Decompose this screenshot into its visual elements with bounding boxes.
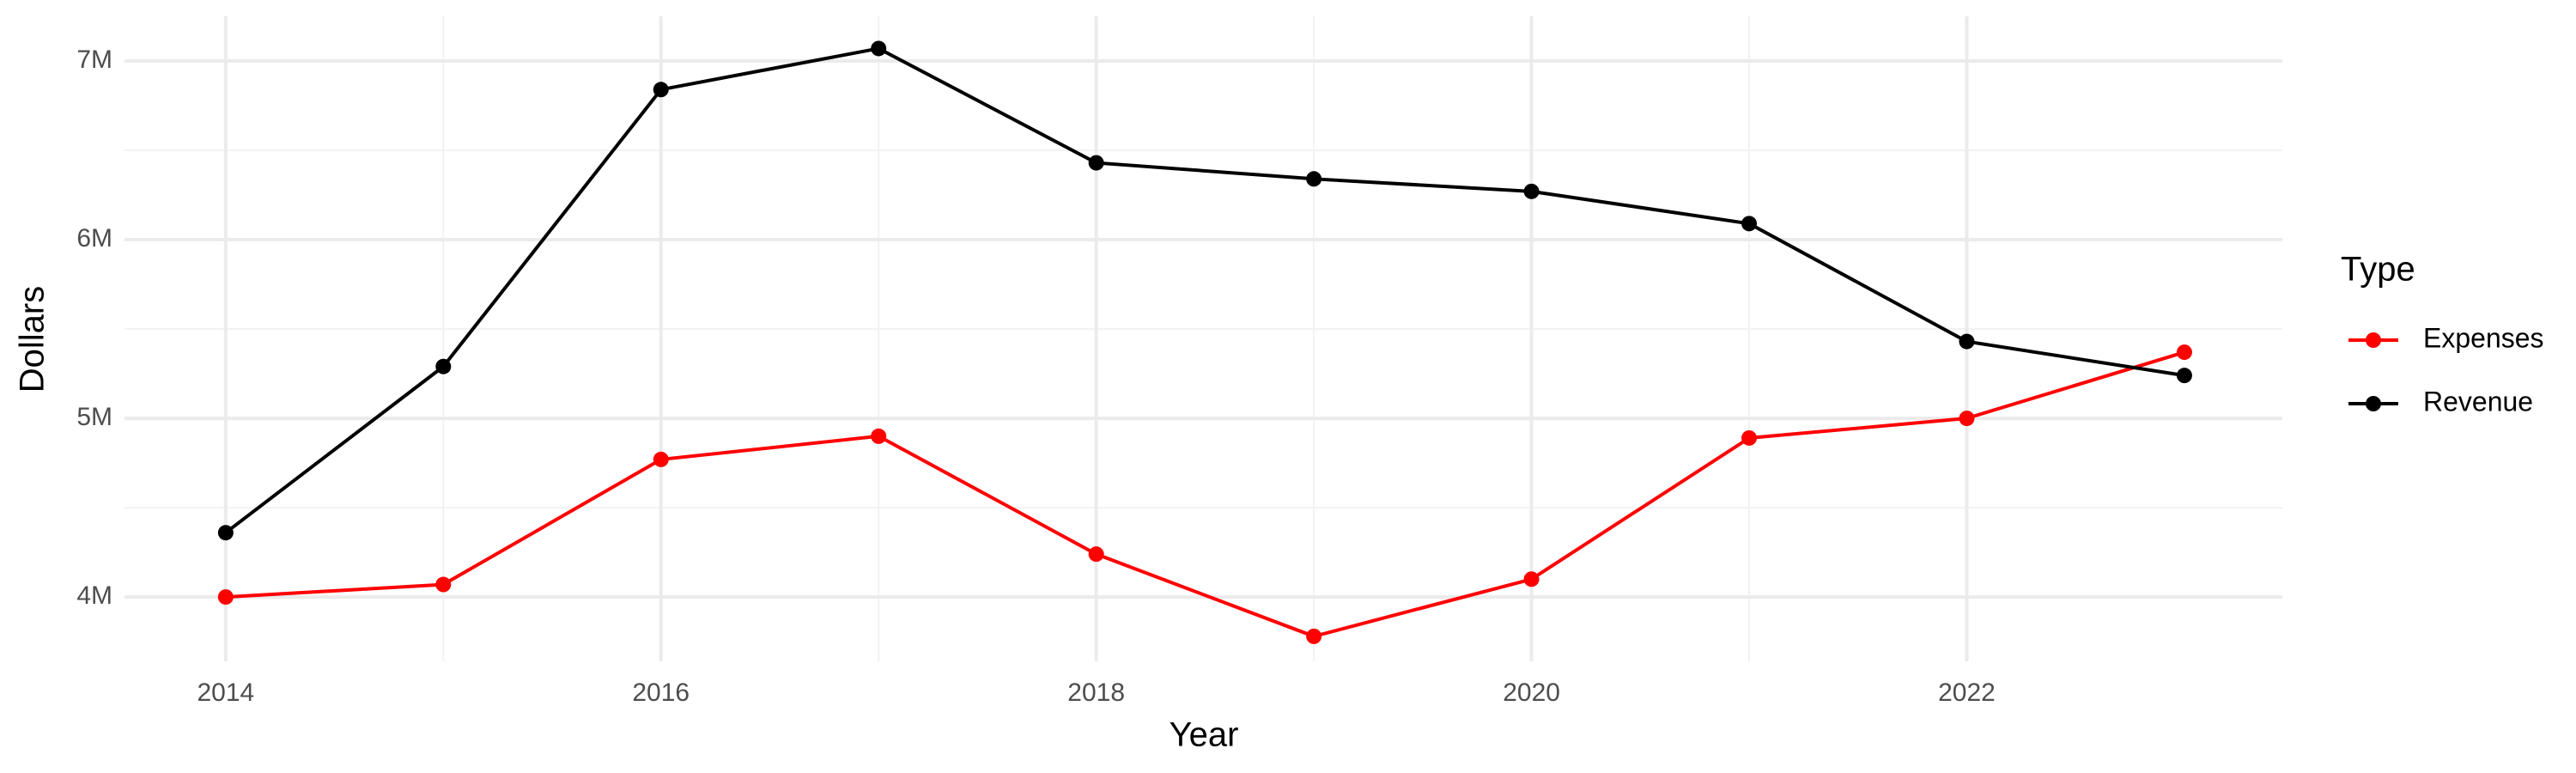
y-tick-label: 6M — [76, 224, 112, 253]
x-tick-label: 2016 — [632, 679, 690, 707]
data-point — [871, 40, 887, 57]
data-point — [1523, 183, 1540, 199]
grid — [125, 16, 2282, 661]
y-tick-label: 4M — [76, 581, 112, 610]
data-point — [1741, 216, 1758, 232]
legend-label: Revenue — [2423, 386, 2533, 417]
data-point — [1306, 171, 1322, 187]
legend-point — [2366, 332, 2381, 348]
y-axis-title: Dollars — [14, 286, 52, 393]
legend-label: Expenses — [2423, 322, 2544, 353]
x-axis-title: Year — [1170, 716, 1239, 754]
x-tick-label: 2020 — [1503, 679, 1560, 707]
data-point — [653, 82, 669, 98]
data-point — [2176, 344, 2192, 361]
data-point — [2176, 368, 2192, 384]
legend-point — [2366, 396, 2381, 411]
y-tick-label: 7M — [76, 46, 112, 74]
data-point — [1088, 546, 1104, 563]
data-point — [1088, 155, 1104, 171]
legend: Expenses Revenue — [2348, 322, 2544, 417]
data-point — [435, 576, 452, 593]
data-point — [1959, 333, 1975, 350]
data-point — [435, 358, 452, 374]
series-line — [225, 350, 2185, 638]
data-point — [1959, 411, 1975, 427]
data-point — [1523, 571, 1540, 587]
x-tick-label: 2014 — [197, 679, 254, 707]
series-line — [224, 46, 2185, 534]
plot-area — [217, 40, 2192, 644]
data-point — [217, 525, 234, 541]
minor-grid — [125, 16, 2282, 661]
data-point — [217, 589, 234, 606]
legend-title: Type — [2341, 251, 2415, 289]
data-point — [1306, 628, 1322, 644]
data-point — [653, 451, 669, 467]
data-point — [1741, 429, 1758, 446]
x-tick-label: 2018 — [1067, 679, 1125, 707]
y-tick-label: 5M — [76, 403, 112, 431]
data-point — [871, 428, 887, 444]
x-tick-label: 2022 — [1938, 679, 1996, 707]
